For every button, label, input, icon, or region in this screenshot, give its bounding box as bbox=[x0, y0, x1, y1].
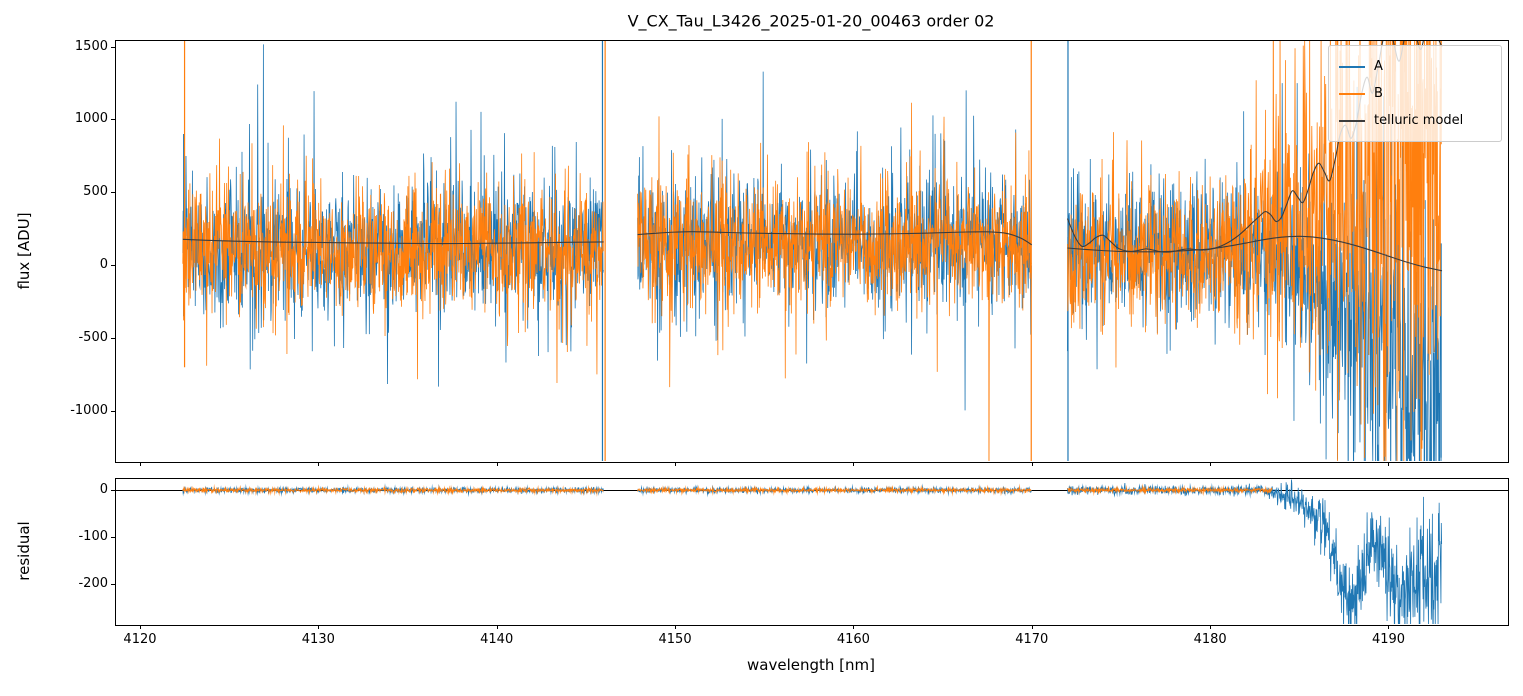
flux-tick-label: -1000 bbox=[70, 402, 108, 418]
legend-label-b: B bbox=[1374, 86, 1383, 101]
x-tick-label: 4150 bbox=[658, 632, 692, 647]
x-tick-label: 4120 bbox=[123, 632, 157, 647]
legend: A B telluric model bbox=[1328, 45, 1502, 142]
x-tick-label: 4170 bbox=[1015, 632, 1049, 647]
flux-tick-label: 0 bbox=[99, 257, 108, 273]
residual-tick-label: -100 bbox=[78, 529, 108, 545]
x-tick-label: 4190 bbox=[1371, 632, 1406, 647]
flux-tick-label: 1000 bbox=[74, 111, 108, 127]
telluric-model-swatch bbox=[1339, 119, 1365, 122]
residual-tick-label: -200 bbox=[78, 576, 108, 592]
series-b-swatch bbox=[1339, 92, 1365, 95]
flux-tick-label: -500 bbox=[78, 330, 108, 346]
x-tick-label: 4160 bbox=[836, 632, 870, 647]
series-a-swatch bbox=[1339, 65, 1365, 68]
legend-label-telluric: telluric model bbox=[1374, 113, 1464, 128]
legend-entry-a: A bbox=[1339, 53, 1491, 80]
legend-entry-telluric: telluric model bbox=[1339, 107, 1491, 134]
legend-entry-b: B bbox=[1339, 80, 1491, 107]
x-tick-label: 4130 bbox=[301, 632, 335, 647]
x-axis-label: wavelength [nm] bbox=[747, 656, 875, 674]
flux-axis-label: flux [ADU] bbox=[15, 212, 33, 290]
residual-tick-label: 0 bbox=[99, 482, 108, 498]
chart-title: V_CX_Tau_L3426_2025-01-20_00463 order 02 bbox=[627, 11, 995, 31]
x-tick-label: 4140 bbox=[480, 632, 514, 647]
legend-label-a: A bbox=[1374, 59, 1383, 74]
flux-tick-label: 500 bbox=[83, 184, 108, 200]
x-tick-label: 4180 bbox=[1193, 632, 1227, 647]
flux-tick-label: 1500 bbox=[74, 38, 108, 54]
